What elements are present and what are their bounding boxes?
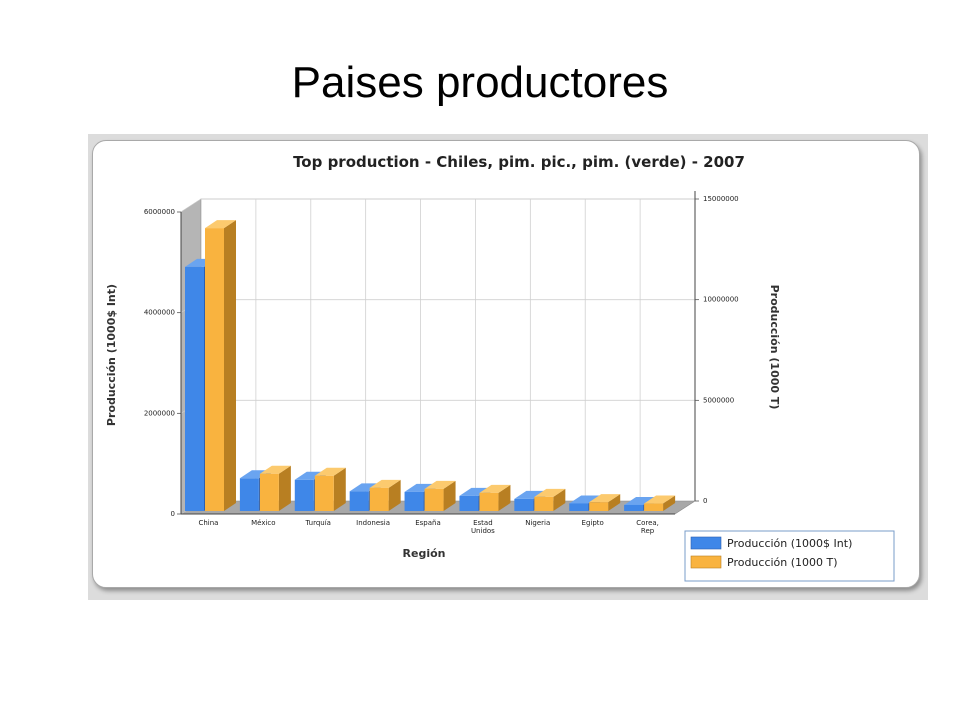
bar-series-1-front [294, 479, 314, 511]
bar-series-1-front [624, 504, 644, 511]
bar-series-2 [205, 220, 236, 512]
bar-series-2-front [479, 492, 499, 511]
bar-series-1-front [349, 491, 369, 511]
chart-title: Top production - Chiles, pim. pic., pim.… [293, 153, 745, 171]
bar-series-2-top [534, 488, 566, 497]
bar-series-2-side [443, 480, 456, 511]
bar-series-2-side [388, 479, 401, 511]
bar-series-2-top [424, 480, 456, 489]
bar-series-1-top [349, 483, 381, 492]
chart-panel: Top production - Chiles, pim. pic., pim.… [92, 140, 920, 588]
bar-series-1-front [404, 491, 424, 511]
x-tick-label: Corea, Rep [636, 519, 659, 535]
bar-series-1-top [404, 483, 436, 492]
bar-series-1-front [185, 266, 204, 511]
bar-series-2-front [369, 487, 389, 511]
bar-series-2-front [534, 496, 554, 511]
bar-series-1-top [624, 496, 656, 505]
y2-tick-label: 15000000 [703, 195, 739, 203]
bar-series-2-top [205, 220, 236, 229]
y2-tick-label: 10000000 [703, 296, 739, 304]
y2-tick-label: 5000000 [703, 396, 734, 404]
bar-series-2-top [589, 494, 621, 503]
bar-chart: Top production - Chiles, pim. pic., pim.… [105, 153, 895, 582]
bar-series-2-front [589, 502, 609, 511]
x-tick-label: Estad Unidos [471, 519, 495, 535]
bar-series-2 [479, 484, 511, 511]
bar-series-2-top [369, 479, 401, 488]
bar-series-2 [644, 495, 676, 511]
bar-series-1-top [569, 495, 601, 504]
x-tick-label: Nigeria [525, 519, 550, 527]
x-tick-label: España [415, 519, 441, 527]
x-tick-label: Egipto [582, 519, 604, 527]
bar-series-2-top [259, 465, 291, 474]
bar-series-1-front [459, 495, 479, 511]
bar-series-2 [259, 465, 291, 511]
y-axis-label: Producción (1000$ Int) [105, 284, 118, 426]
bar-series-2-side [663, 495, 676, 511]
bar-series-2-front [259, 473, 279, 511]
plot-area: 0 2000000 4000000 6000000 0 5000000 10000000 15… [144, 191, 739, 535]
legend: Producción (1000$ Int) Producción (1000 … [684, 530, 895, 582]
bar-series-2-side [498, 484, 511, 511]
bar-series-2 [534, 488, 566, 511]
bar-series-2-side [224, 220, 236, 512]
bar-series-2 [314, 467, 346, 511]
bar-series-1-top [459, 487, 491, 496]
back-wall [200, 198, 696, 502]
y2-tick-label: 0 [703, 497, 707, 505]
bar-series-2-side [608, 494, 621, 511]
y-tick-label: 6000000 [144, 208, 175, 216]
bar-series-2-top [479, 484, 511, 493]
x-tick-label: Indonesia [356, 519, 390, 527]
bar-series-2-side [553, 488, 566, 511]
x-tick-label: China [198, 519, 218, 527]
bar-series-2-side [278, 465, 291, 511]
bar-series-2 [369, 479, 401, 511]
y-tick-label: 4000000 [144, 309, 175, 317]
slide-title: Paises productores [291, 58, 669, 107]
x-axis-label: Región [403, 547, 446, 560]
legend-label-series-1: Producción (1000$ Int) [727, 537, 852, 550]
bar-series-1-front [239, 478, 259, 511]
legend-swatch-series-2 [690, 555, 722, 569]
x-tick-label: Turquía [304, 519, 331, 527]
bar-series-1-front [569, 503, 589, 511]
y2-axis-label: Producción (1000 T) [768, 285, 781, 410]
bar-series-1-front [514, 498, 534, 511]
y-tick-label: 2000000 [144, 409, 175, 417]
y-tick-label: 0 [171, 510, 175, 518]
chart-frame: Top production - Chiles, pim. pic., pim.… [88, 134, 928, 600]
legend-swatch-series-1 [690, 536, 722, 550]
bar-series-2-top [314, 467, 346, 476]
bar-series-2 [589, 494, 621, 511]
legend-label-series-2: Producción (1000 T) [727, 556, 838, 569]
bar-series-2-front [314, 475, 334, 511]
bar-series-2-front [644, 503, 664, 511]
bar-series-2-top [644, 495, 676, 504]
bar-series-2 [424, 480, 456, 511]
bar-series-2-front [205, 228, 224, 512]
gridline-wall [180, 198, 202, 213]
bar-series-2-front [424, 488, 444, 511]
bar-series-2-side [333, 467, 346, 511]
x-tick-label: México [251, 519, 275, 527]
bar-series-1-top [514, 490, 546, 499]
